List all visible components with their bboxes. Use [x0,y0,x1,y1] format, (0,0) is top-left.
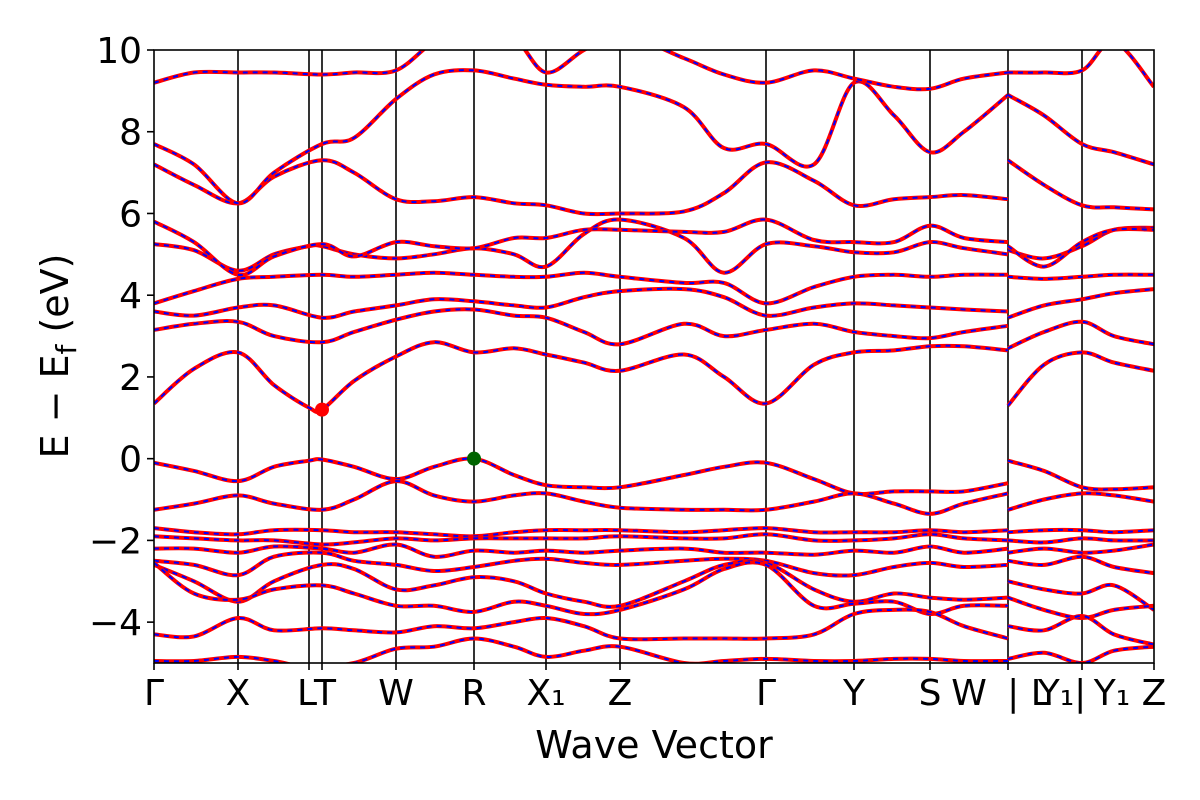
x-tick-label: Y [842,673,866,714]
band-3-blue [1007,459,1154,491]
y-axis-title-tail: (eV) [33,254,77,345]
y-tick-label: 6 [119,194,142,235]
extrema-markers [315,402,481,466]
band-15-blue [1007,227,1154,268]
band-20-red [154,50,1009,92]
y-axis-ticks: −4 −2 0 2 4 6 8 10 [89,31,154,644]
y-tick-label: −2 [89,521,142,562]
band-30-blue [154,559,1009,608]
band-28-blue [154,551,1009,577]
band-18-red [154,68,1010,206]
band-27-blue [1007,543,1154,554]
x-tick-label: W [951,673,987,714]
x-axis-ticks: Γ X LT W R X₁ Z Γ Y S W | LY₁| Y₁ Z [144,663,1166,714]
band-0-blue [154,341,1009,414]
y-axis-title: E − Ef (eV) [33,254,83,459]
band-33-blue [1007,596,1154,620]
band-7-blue [1007,273,1154,280]
plot-frame [153,49,1155,664]
band-14-blue [154,218,1009,276]
band-26-red [154,542,1009,559]
x-tick-label: | L [1007,673,1051,714]
y-tick-label: 4 [119,276,142,317]
y-tick-label: 0 [119,440,142,481]
band-16-blue [154,159,1009,216]
band-4-red [154,479,1009,516]
band-5-blue [1007,492,1154,511]
x-tick-label: W [378,673,414,714]
y-tick-label: 2 [119,358,142,399]
x-tick-label: T [313,673,337,714]
band-29-blue [1007,555,1154,575]
x-tick-label: Y₁| [1037,673,1087,714]
cbm-marker [315,402,329,417]
x-tick-label: Γ [756,673,776,714]
x-tick-label: Γ [144,673,164,714]
band-37-blue [1007,645,1154,663]
band-21-blue [1007,50,1154,88]
vbm-marker [467,451,481,466]
band-6-blue [154,271,1009,305]
band-11-red [1007,319,1154,351]
x-tick-label: Z [1142,673,1167,714]
x-tick-label: L [297,673,317,714]
band-32-blue [154,561,1009,616]
band-25-blue [1007,537,1154,544]
x-tick-label: X₁ [526,673,565,714]
x-tick-label: S [919,673,942,714]
x-tick-label: Z [608,673,633,714]
band-24-blue [154,533,1009,546]
band-lines [154,50,1154,663]
y-axis-title-main: E − E [33,354,77,458]
band-1-blue [1007,351,1154,407]
band-34-blue [154,608,1009,641]
x-axis-title: Wave Vector [535,723,773,767]
band-22-blue [154,527,1009,538]
band-12-blue [154,218,1009,274]
band-36-blue [154,637,1009,663]
y-tick-label: −4 [89,603,142,644]
y-axis-title-sub: f [50,343,83,354]
plot-background [154,50,1154,663]
y-tick-label: 10 [96,31,142,72]
band-17-blue [1007,159,1154,211]
band-10-blue [154,308,1009,346]
band-8-blue [154,287,1009,319]
band-31-blue [1007,580,1154,611]
band-2-blue [154,457,1009,495]
x-tick-label: R [461,673,486,714]
band-35-blue [1007,614,1154,646]
band-23-blue [1007,528,1154,534]
band-9-blue [1007,288,1154,319]
y-tick-label: 8 [119,113,142,154]
x-tick-label: Y₁ [1093,673,1130,714]
band-19-red [1007,93,1154,167]
x-tick-label: X [226,673,251,714]
